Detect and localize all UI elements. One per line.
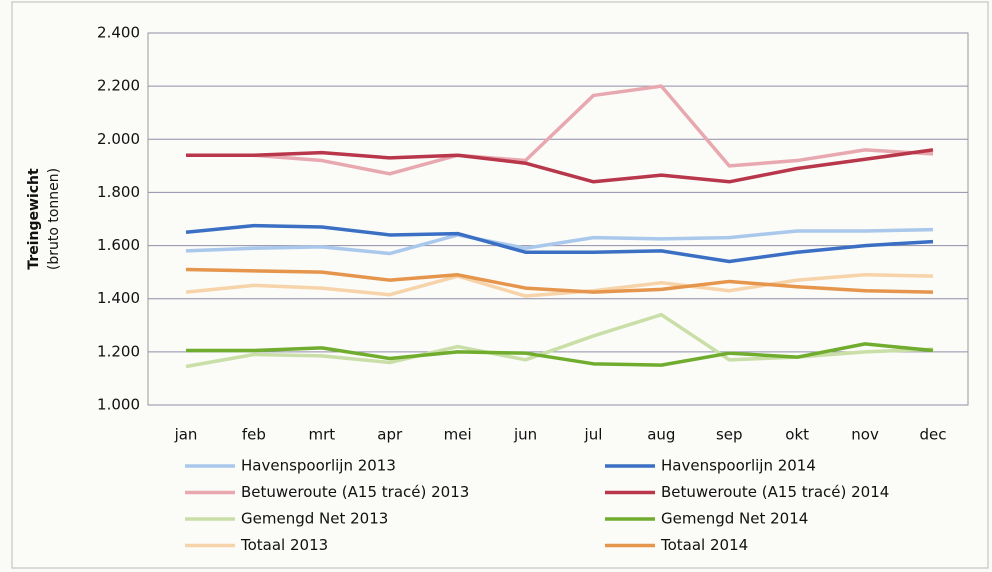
y-tick-label: 1.200 [97, 342, 140, 360]
y-axis-sublabel: (bruto tonnen) [46, 168, 62, 270]
legend-label: Totaal 2013 [240, 536, 328, 554]
y-tick-label: 1.800 [97, 183, 140, 201]
chart-frame [11, 1, 989, 569]
x-tick-label: jul [584, 426, 603, 444]
legend-label: Havenspoorlijn 2014 [661, 457, 816, 475]
x-tick-label: dec [920, 426, 947, 444]
y-tick-label: 2.400 [97, 24, 140, 42]
x-tick-label: aug [647, 426, 675, 444]
x-tick-label: jan [174, 426, 198, 444]
y-tick-label: 1.000 [97, 396, 140, 414]
legend-label: Gemengd Net 2014 [661, 510, 808, 528]
x-tick-label: mei [444, 426, 472, 444]
x-tick-label: nov [851, 426, 879, 444]
legend-label: Betuweroute (A15 tracé) 2014 [661, 483, 889, 501]
series-line [185, 267, 934, 294]
legend-label: Totaal 2014 [660, 536, 748, 554]
x-tick-label: sep [716, 426, 743, 444]
series-line [185, 227, 934, 256]
legend-label: Havenspoorlijn 2013 [241, 457, 396, 475]
series-line [186, 148, 934, 184]
y-tick-label: 1.600 [97, 236, 140, 254]
series-line [185, 273, 934, 298]
series-line [185, 223, 934, 264]
y-tick-label: 2.000 [97, 130, 140, 148]
y-tick-label: 1.400 [97, 289, 140, 307]
x-tick-label: feb [242, 426, 266, 444]
y-axis-label: Treingewicht [26, 168, 42, 270]
x-tick-label: apr [377, 426, 403, 444]
series-line [186, 342, 934, 367]
y-tick-label: 2.200 [97, 77, 140, 95]
x-tick-label: jun [513, 426, 537, 444]
legend-label: Gemengd Net 2013 [241, 510, 388, 528]
x-tick-label: okt [785, 426, 809, 444]
series-line [186, 84, 934, 176]
legend-label: Betuweroute (A15 tracé) 2013 [241, 483, 469, 501]
x-tick-label: mrt [308, 426, 335, 444]
